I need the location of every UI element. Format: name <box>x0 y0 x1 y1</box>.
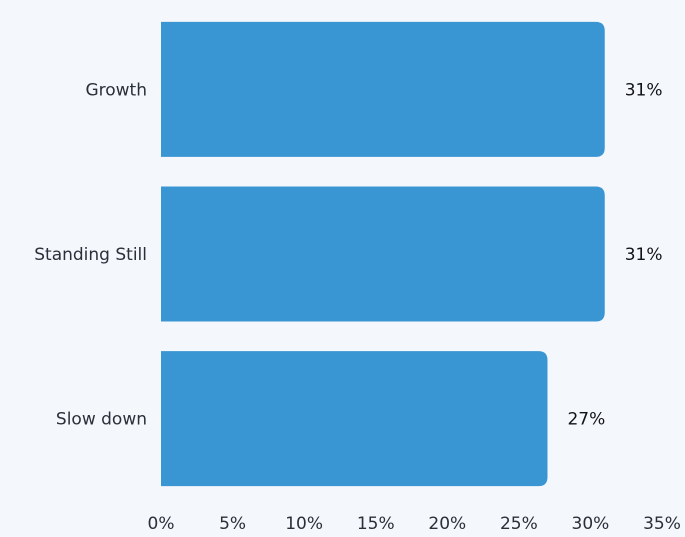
bar-standing-still <box>161 186 605 322</box>
value-label: 31% <box>625 245 663 265</box>
category-label: Standing Still <box>34 245 147 265</box>
x-tick-label: 30% <box>572 514 610 533</box>
value-label: 31% <box>625 80 663 100</box>
x-tick-label: 25% <box>500 514 538 533</box>
x-tick-label: 0% <box>148 514 175 533</box>
category-label: Slow down <box>56 410 147 430</box>
x-tick-label: 35% <box>643 514 681 533</box>
value-label: 27% <box>567 410 605 430</box>
x-tick-label: 10% <box>285 514 323 533</box>
bar-growth <box>161 21 605 157</box>
x-tick-label: 5% <box>219 514 246 533</box>
x-tick-label: 20% <box>428 514 466 533</box>
bar-slow-down <box>161 351 548 487</box>
x-tick-label: 15% <box>357 514 395 533</box>
category-label: Growth <box>85 80 147 100</box>
